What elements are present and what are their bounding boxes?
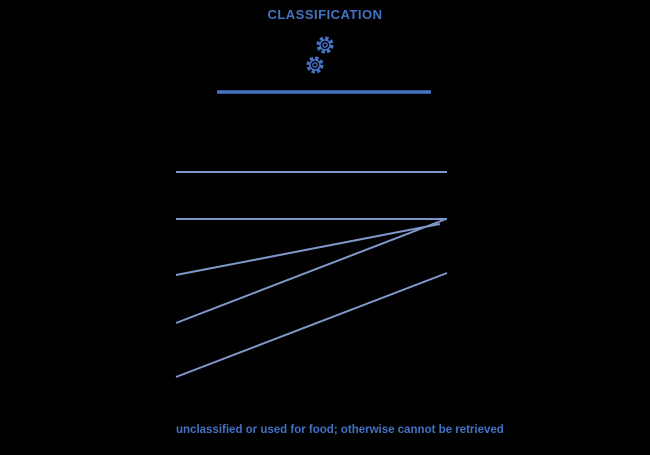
gear-small-icon — [306, 56, 324, 74]
footnote-text: unclassified or used for food; otherwise… — [176, 424, 504, 436]
connector-line-1 — [175, 223, 441, 276]
connector-line-3 — [175, 272, 448, 378]
gear-large-icon — [316, 36, 334, 54]
diagram-title: CLASSIFICATION — [267, 7, 383, 22]
connector-line-2 — [175, 218, 447, 324]
gears-icon — [306, 36, 334, 74]
